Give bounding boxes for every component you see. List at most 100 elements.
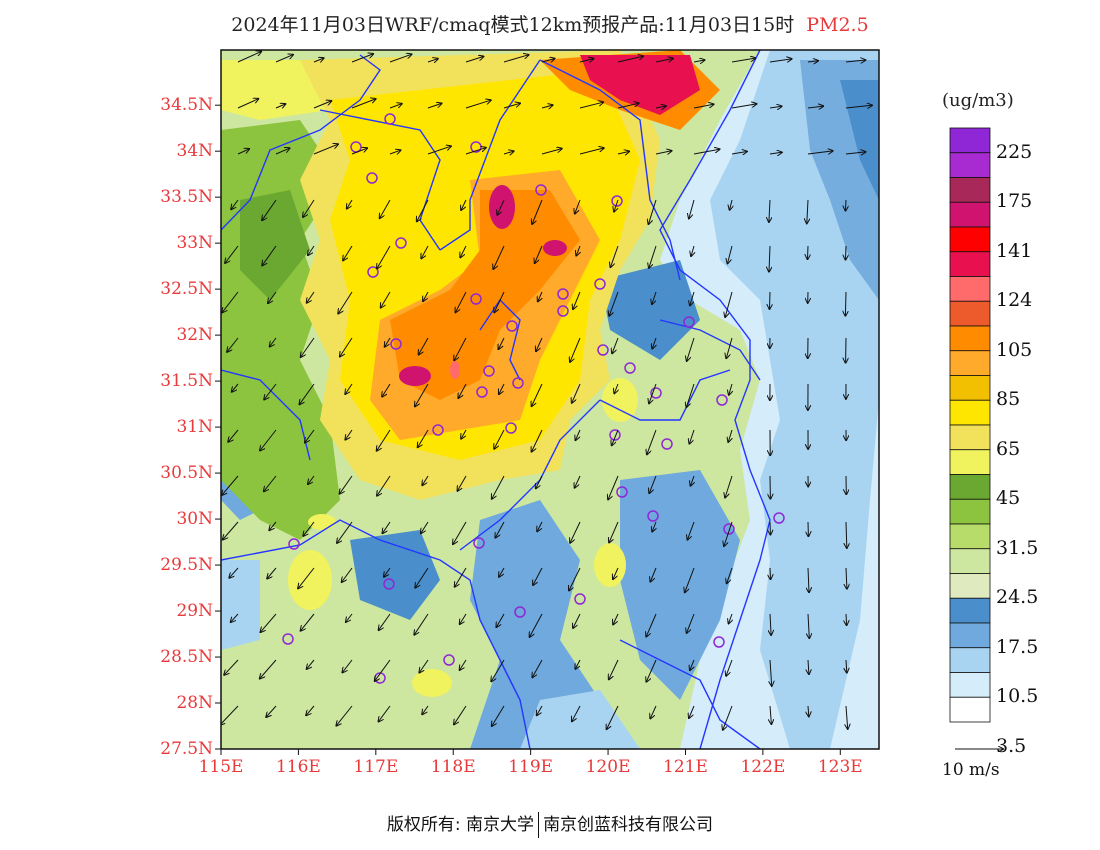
wind-vector <box>693 60 705 62</box>
wind-vector <box>691 475 695 486</box>
wind-vector <box>533 567 543 585</box>
wind-vector <box>532 383 543 406</box>
wind-vector <box>382 383 391 397</box>
colorbar-swatch <box>949 696 991 723</box>
wind-vector <box>655 59 673 63</box>
lat-tick-label: 32.5N <box>160 279 213 300</box>
wind-vector <box>537 521 543 531</box>
wind-vector <box>375 659 391 681</box>
wind-vector <box>422 705 429 714</box>
colorbar-unit: (ug/m3) <box>942 90 1014 111</box>
lat-tick-label: 33.5N <box>160 187 213 208</box>
wind-vector <box>655 151 672 154</box>
wind-vector <box>845 105 872 108</box>
wind-vector <box>461 429 467 439</box>
wind-vector <box>647 429 657 454</box>
wind-vector <box>685 567 695 592</box>
wind-vector <box>270 337 277 347</box>
wind-vector <box>237 149 249 155</box>
wind-vector <box>731 104 756 109</box>
wind-vector <box>345 429 353 440</box>
colorbar-swatch <box>949 276 991 302</box>
wind-vector <box>569 567 581 591</box>
wind-vector <box>691 245 694 256</box>
colorbar-swatch <box>949 424 991 451</box>
wind-vector <box>503 151 514 154</box>
wind-vector <box>727 567 733 583</box>
wind-vector <box>609 659 619 679</box>
wind-vector <box>389 54 411 63</box>
wind-vector <box>532 659 543 677</box>
wind-vector <box>313 144 338 155</box>
wind-vector <box>808 245 809 259</box>
wind-vector <box>306 705 315 715</box>
wind-vector <box>307 291 315 303</box>
wind-vector <box>726 337 733 358</box>
wind-vector <box>313 101 331 109</box>
wind-vector <box>845 152 866 154</box>
wind-vector <box>381 291 391 308</box>
wind-vector <box>456 291 467 312</box>
wind-vector <box>460 659 467 670</box>
wind-vector <box>418 429 429 447</box>
wind-vector <box>541 149 562 155</box>
colorbar-label: 85 <box>996 388 1021 411</box>
colorbar-swatch <box>949 474 991 500</box>
wind-vector <box>454 705 467 724</box>
wind-vector <box>229 567 239 578</box>
colorbar-label: 225 <box>996 140 1033 163</box>
wind-vector <box>770 567 771 579</box>
title-main: 2024年11月03日WRF/cmaq模式12km预报产品:11月03日15时 <box>231 14 795 36</box>
wind-vector <box>536 337 543 351</box>
lat-tick-label: 28.5N <box>160 647 213 668</box>
wind-vector <box>572 705 581 721</box>
wind-vector <box>728 429 732 442</box>
lon-tick-label: 116E <box>275 757 321 777</box>
colorbar-label: 65 <box>996 437 1021 460</box>
wind-vector <box>275 55 293 63</box>
wind-vector <box>379 613 391 630</box>
wind-vector <box>421 245 429 258</box>
wind-vector <box>609 521 619 542</box>
wind-vector <box>494 429 505 449</box>
colorbar-label: 17.5 <box>996 635 1039 658</box>
wind-vector <box>769 59 792 62</box>
lat-tick-label: 28N <box>176 693 213 713</box>
wind-vector <box>221 705 239 725</box>
wind-vector <box>231 199 239 209</box>
vector-key-label: 10 m/s <box>942 760 1000 780</box>
wind-vector <box>807 106 823 108</box>
wind-vector <box>538 291 542 301</box>
wind-vector <box>617 56 643 63</box>
wind-vector <box>690 659 694 670</box>
colorbar <box>949 127 991 723</box>
wind-vector <box>530 613 543 637</box>
colorbar-label: 45 <box>996 487 1021 510</box>
wind-vector <box>275 148 290 155</box>
wind-vector <box>298 567 315 588</box>
wind-vector <box>503 103 520 109</box>
wind-vector <box>427 146 451 155</box>
wind-vector <box>300 383 315 404</box>
wind-vector <box>846 199 847 211</box>
wind-vector <box>337 521 353 543</box>
wind-vector <box>770 659 772 686</box>
wind-vector <box>770 705 771 724</box>
wind-vector <box>649 199 657 224</box>
wind-vector <box>686 383 695 407</box>
wind-vector <box>419 337 429 355</box>
colorbar-swatch <box>949 177 991 203</box>
wind-vector <box>807 61 818 62</box>
lat-tick-label: 34.5N <box>160 95 213 116</box>
wind-vector <box>237 52 261 63</box>
wind-vector <box>384 567 391 577</box>
wind-vector <box>380 199 391 218</box>
wind-vector <box>346 613 353 622</box>
wind-vector <box>453 521 467 544</box>
colorbar-label: 24.5 <box>996 586 1039 609</box>
wind-vector <box>465 57 483 63</box>
wind-vector <box>607 705 619 729</box>
wind-vector <box>688 521 695 540</box>
wind-vector <box>460 245 467 257</box>
wind-vector <box>342 659 353 672</box>
